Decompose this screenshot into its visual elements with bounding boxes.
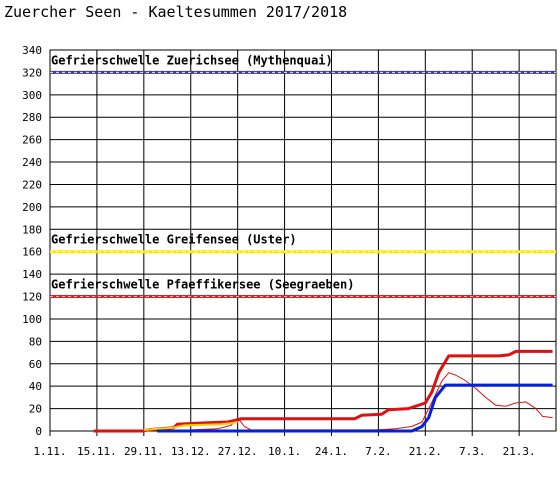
series-line	[157, 383, 553, 433]
series-line	[173, 372, 553, 432]
x-tick-label: 21.3.	[503, 445, 536, 458]
y-tick-label: 100	[22, 313, 42, 326]
series-layer	[93, 349, 553, 433]
y-tick-label: 340	[22, 44, 42, 57]
threshold-layer: Gefrierschwelle Zuerichsee (Mythenquai) G…	[50, 53, 556, 299]
y-tick-label: 120	[22, 291, 42, 304]
threshold-label: Gefrierschwelle Pfaeffikersee (Seegraebe…	[51, 278, 354, 292]
threshold-label: Gefrierschwelle Zuerichsee (Mythenquai)	[51, 53, 333, 67]
series-line	[143, 421, 238, 431]
y-tick-label: 240	[22, 156, 42, 169]
y-tick-label: 300	[22, 89, 42, 102]
y-tick-label: 20	[29, 403, 42, 416]
y-tick-label: 200	[22, 201, 42, 214]
x-tick-label: 15.11.	[77, 445, 117, 458]
y-tick-label: 320	[22, 66, 42, 79]
x-tick-label: 1.11.	[33, 445, 66, 458]
y-tick-label: 0	[35, 425, 42, 438]
x-tick-label: 21.2.	[409, 445, 442, 458]
y-tick-label: 140	[22, 268, 42, 281]
y-tick-label: 220	[22, 178, 42, 191]
y-tick-label: 280	[22, 111, 42, 124]
x-tick-label: 24.1.	[315, 445, 348, 458]
x-tick-label: 27.12.	[218, 445, 258, 458]
chart-title: Zuercher Seen - Kaeltesummen 2017/2018	[4, 3, 348, 21]
axis-layer: 0 20 40 60 80 100 120 140 160 180 200 220 240 260 280 3…	[22, 44, 536, 458]
threshold-label: Gefrierschwelle Greifensee (Uster)	[51, 233, 297, 247]
y-tick-label: 160	[22, 246, 42, 259]
y-tick-label: 60	[29, 358, 42, 371]
x-tick-label: 7.3.	[459, 445, 486, 458]
x-tick-label: 7.2.	[365, 445, 392, 458]
plot-area	[49, 49, 557, 432]
x-tick-label: 29.11.	[124, 445, 164, 458]
y-tick-label: 80	[29, 335, 42, 348]
y-tick-label: 40	[29, 380, 42, 393]
y-tick-label: 180	[22, 223, 42, 236]
y-tick-label: 260	[22, 134, 42, 147]
x-tick-label: 10.1.	[268, 445, 301, 458]
x-tick-label: 13.12.	[171, 445, 211, 458]
